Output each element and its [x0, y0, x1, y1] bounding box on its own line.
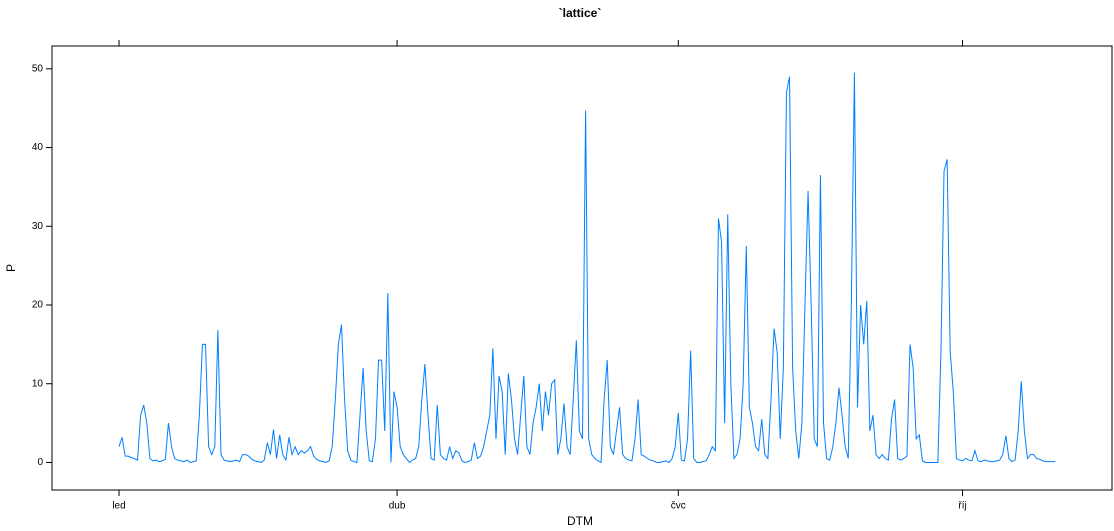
x-tick-label: dub — [389, 501, 406, 512]
y-tick-label: 20 — [32, 300, 44, 311]
x-tick-label: čvc — [671, 501, 686, 512]
y-tick-label: 0 — [37, 457, 43, 468]
x-tick-label: led — [112, 501, 125, 512]
y-tick-label: 30 — [32, 221, 44, 232]
data-line — [118, 72, 1056, 464]
x-axis-label: DTM — [567, 514, 593, 528]
plot-frame — [51, 45, 1113, 491]
x-tick-label: říj — [958, 501, 966, 512]
y-tick-label: 40 — [32, 142, 44, 153]
y-tick-label: 10 — [32, 378, 44, 389]
y-axis-label: P — [4, 264, 18, 272]
chart-title: `lattice` — [559, 6, 602, 20]
y-tick-label: 50 — [32, 63, 44, 74]
